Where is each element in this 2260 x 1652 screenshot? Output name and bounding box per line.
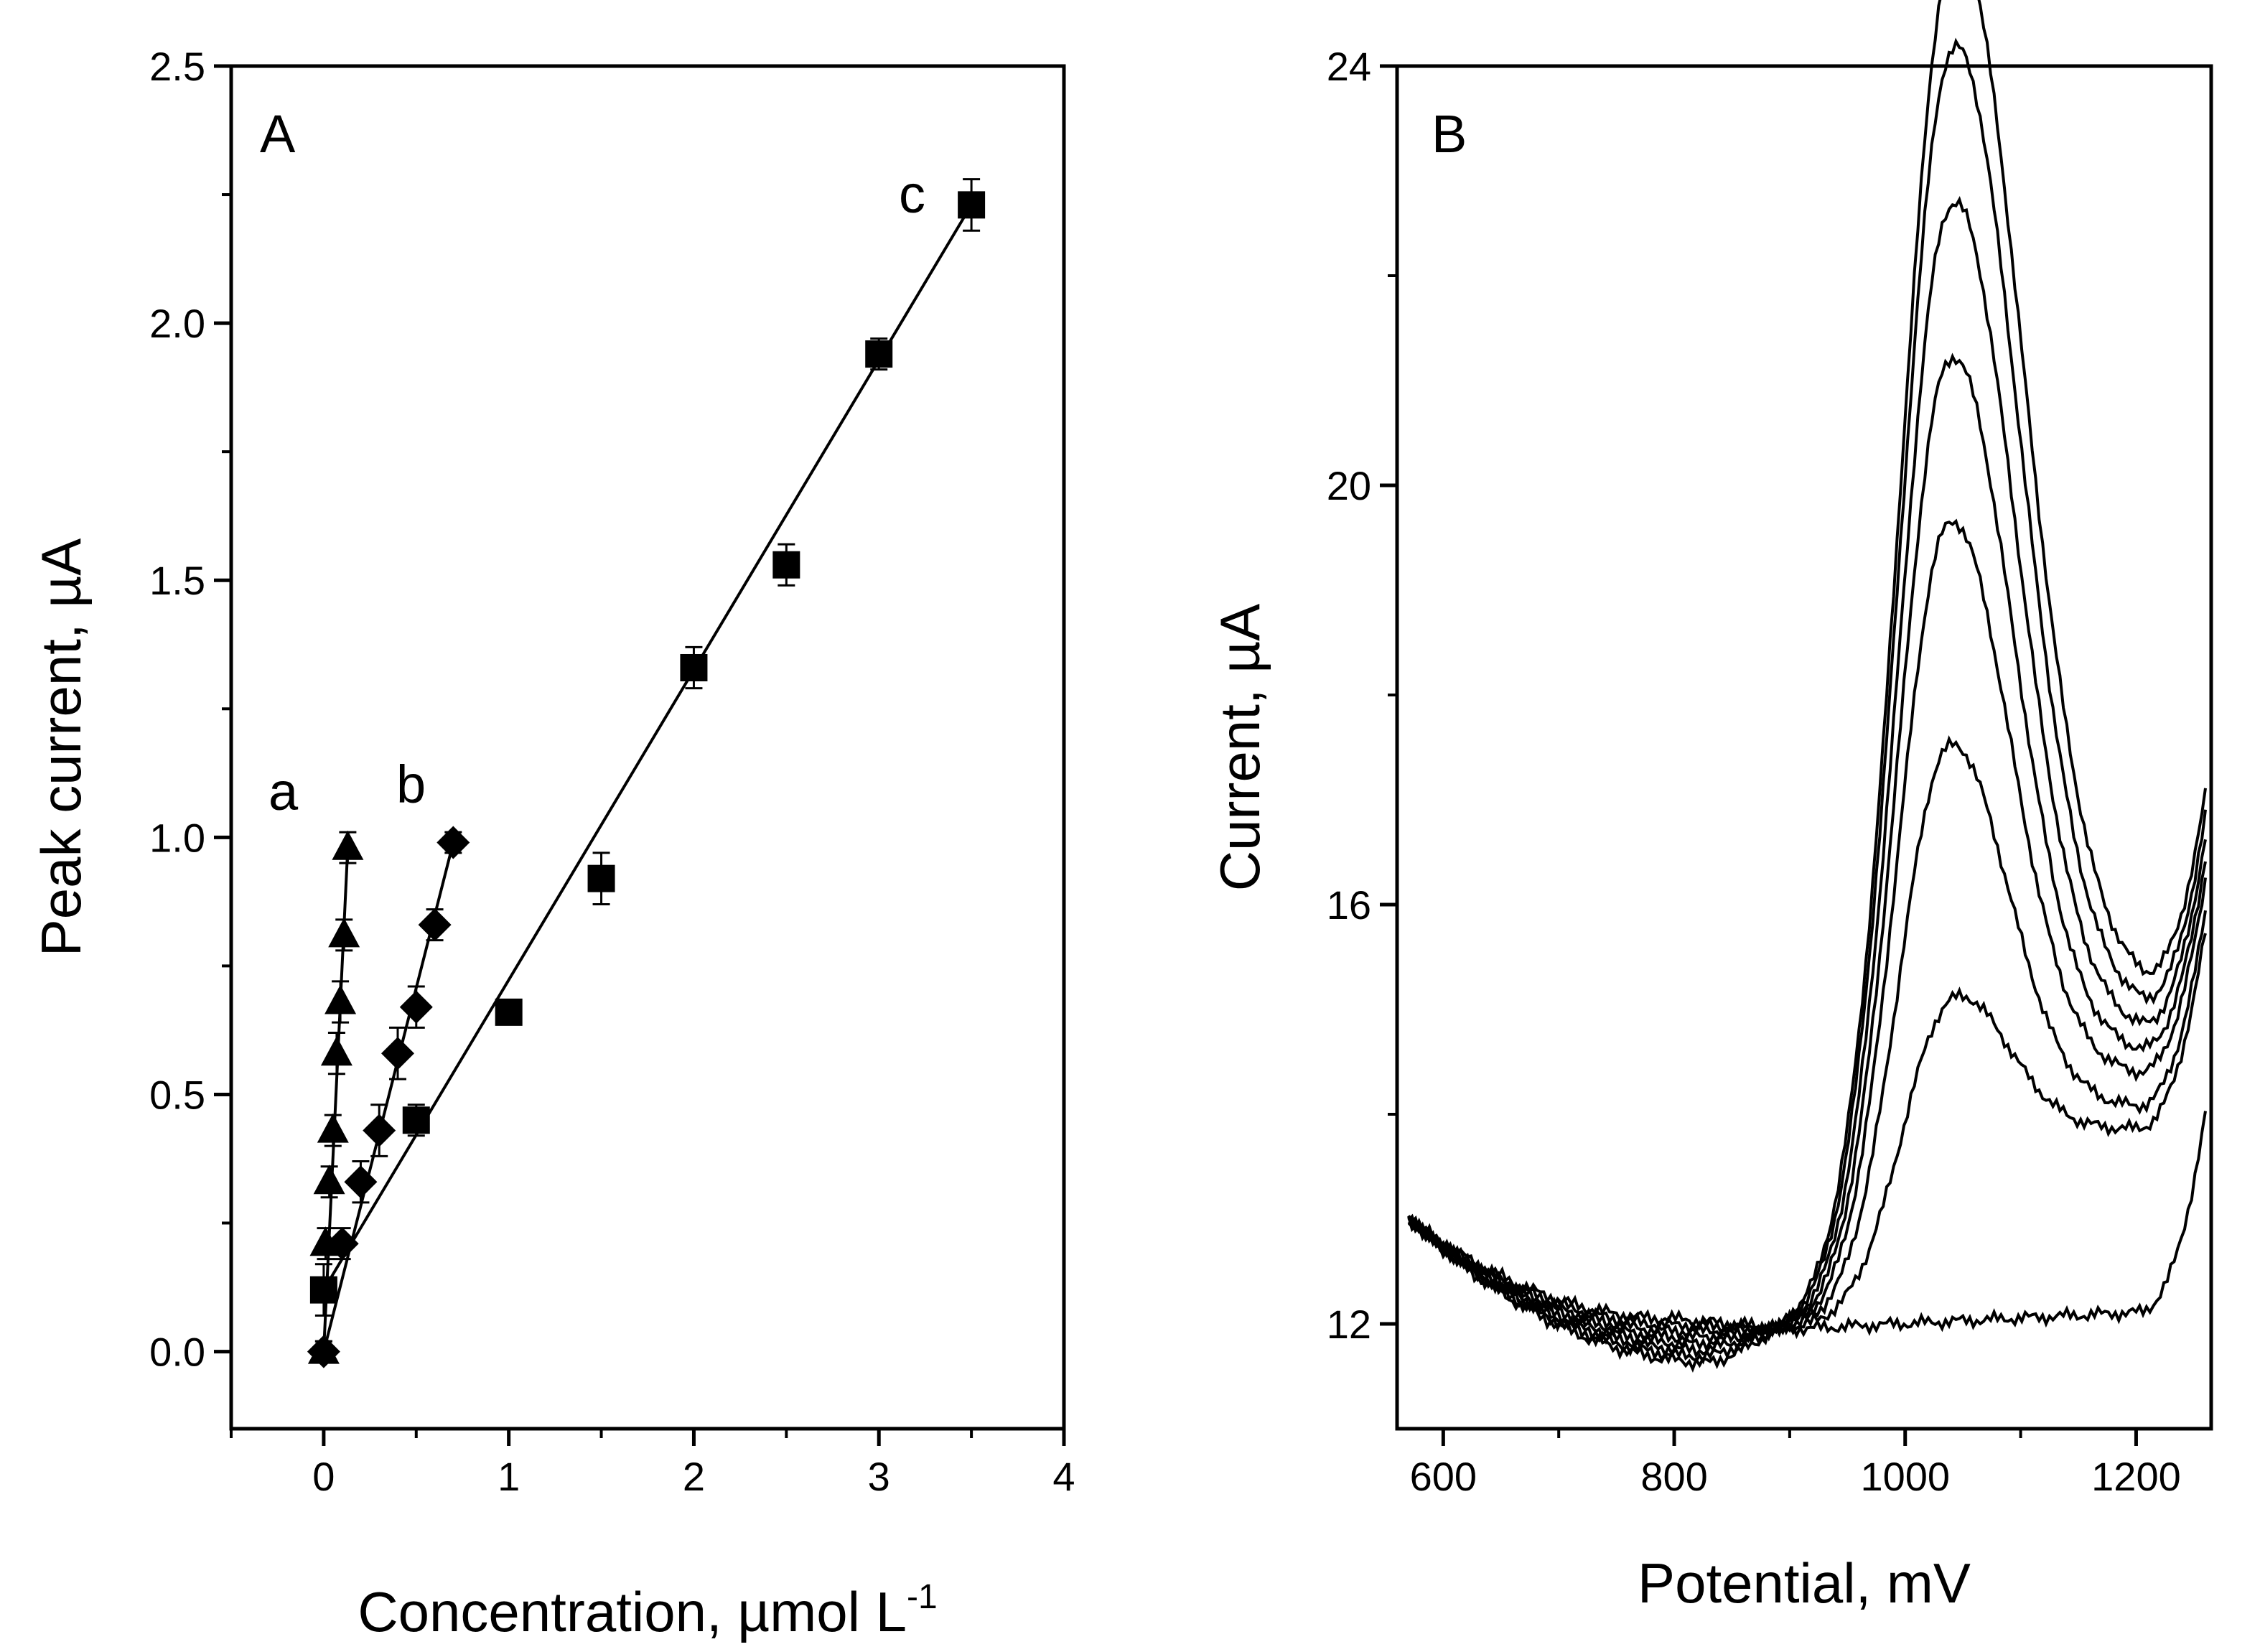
panel-a-y-tick-label-5: 2.5 — [149, 44, 205, 89]
panel-a-x-tick-label-0: 0 — [312, 1454, 335, 1499]
panel-b-x-tick-label-3: 1200 — [2091, 1454, 2181, 1499]
data-point-triangle — [324, 984, 357, 1014]
panel-a-x-tick-label-1: 1 — [498, 1454, 520, 1499]
data-point-diamond — [436, 826, 470, 859]
data-point-triangle — [332, 830, 364, 860]
panel-a-x-axis-title-main: Concentration, µmol L — [358, 1580, 907, 1643]
data-point-diamond — [418, 908, 452, 942]
series-a-label: a — [269, 762, 299, 821]
panel-a-x-axis-title-superscript: -1 — [907, 1578, 938, 1616]
data-point-diamond — [363, 1114, 396, 1147]
panel-a-plot-frame — [229, 64, 1066, 1431]
panel-a-x-tick-label-3: 3 — [868, 1454, 890, 1499]
panel-b-y-tick-label-1: 16 — [1327, 882, 1371, 928]
panel-a-y-tick-label-3: 1.5 — [149, 558, 205, 603]
data-point-square — [495, 998, 523, 1026]
panel-b-y-tick-label-2: 20 — [1327, 463, 1371, 508]
panel-b-x-tick-label-1: 800 — [1640, 1454, 1707, 1499]
panel-b-ticks — [1380, 64, 2138, 1446]
series-b-label: b — [396, 755, 426, 814]
panel-b-y-tick-label-0: 12 — [1327, 1302, 1371, 1347]
data-point-square — [958, 191, 986, 219]
series-c-fit-line — [322, 204, 973, 1291]
panel-b-plot-frame — [1395, 64, 2213, 1431]
voltammogram-curve-4 — [1407, 518, 2207, 1346]
panel-a-x-tick-label-4: 4 — [1052, 1454, 1075, 1499]
panel-a-y-tick-label-4: 2.0 — [149, 301, 205, 346]
voltammogram-curve-1 — [1408, 1111, 2207, 1340]
data-point-triangle — [313, 1165, 345, 1195]
panel-b-tick-labels: 600 800 1000 1200 12 16 20 24 — [1327, 44, 2181, 1499]
voltammogram-curve-6 — [1407, 195, 2207, 1359]
data-point-square — [865, 340, 893, 368]
panel-a-y-tick-label-1: 0.5 — [149, 1072, 205, 1117]
voltammogram-curve-5 — [1407, 353, 2207, 1353]
panel-a-series — [307, 178, 986, 1368]
data-point-triangle — [317, 1113, 349, 1143]
panel-b-y-axis-title: Current, µA — [1208, 604, 1271, 891]
panel-b-y-tick-label-3: 24 — [1327, 44, 1371, 89]
data-point-square — [587, 864, 615, 892]
series-c-label: c — [899, 164, 925, 224]
series-c — [309, 178, 986, 1317]
series-b — [307, 826, 470, 1368]
panel-b-series — [1407, 0, 2207, 1373]
panel-b-x-axis-title: Potential, mV — [1638, 1551, 1971, 1615]
panel-a-x-axis-title: Concentration, µmol L-1 — [358, 1578, 937, 1643]
panel-a-chart: 0 1 2 3 4 0.0 0.5 1.0 1.5 2.0 2.5 A a b … — [29, 44, 1075, 1643]
panel-a-y-tick-label-0: 0.0 — [149, 1330, 205, 1375]
data-point-square — [309, 1276, 337, 1304]
data-point-diamond — [399, 990, 433, 1024]
panel-a-tick-labels: 0 1 2 3 4 0.0 0.5 1.0 1.5 2.0 2.5 — [149, 44, 1075, 1499]
voltammogram-curve-8 — [1408, 0, 2207, 1373]
panel-a-y-tick-label-2: 1.0 — [149, 815, 205, 860]
panel-a-label: A — [260, 104, 296, 164]
data-point-triangle — [320, 1036, 352, 1066]
data-point-square — [680, 653, 708, 681]
data-point-diamond — [307, 1335, 340, 1368]
panel-a-y-axis-title: Peak current, µA — [29, 538, 93, 957]
data-point-diamond — [381, 1037, 414, 1070]
panel-a-x-tick-label-2: 2 — [683, 1454, 705, 1499]
panel-b-chart: 600 800 1000 1200 12 16 20 24 B Potentia… — [1208, 0, 2213, 1615]
panel-b-x-tick-label-2: 1000 — [1860, 1454, 1950, 1499]
data-point-triangle — [328, 918, 360, 948]
data-point-diamond — [344, 1165, 378, 1199]
data-point-diamond — [325, 1227, 359, 1261]
panel-b-x-tick-label-0: 600 — [1410, 1454, 1477, 1499]
data-point-square — [772, 551, 800, 579]
data-point-square — [402, 1106, 430, 1134]
panel-b-label: B — [1432, 104, 1467, 164]
panel-a-ticks — [214, 64, 1066, 1446]
voltammogram-curve-7 — [1407, 37, 2207, 1365]
